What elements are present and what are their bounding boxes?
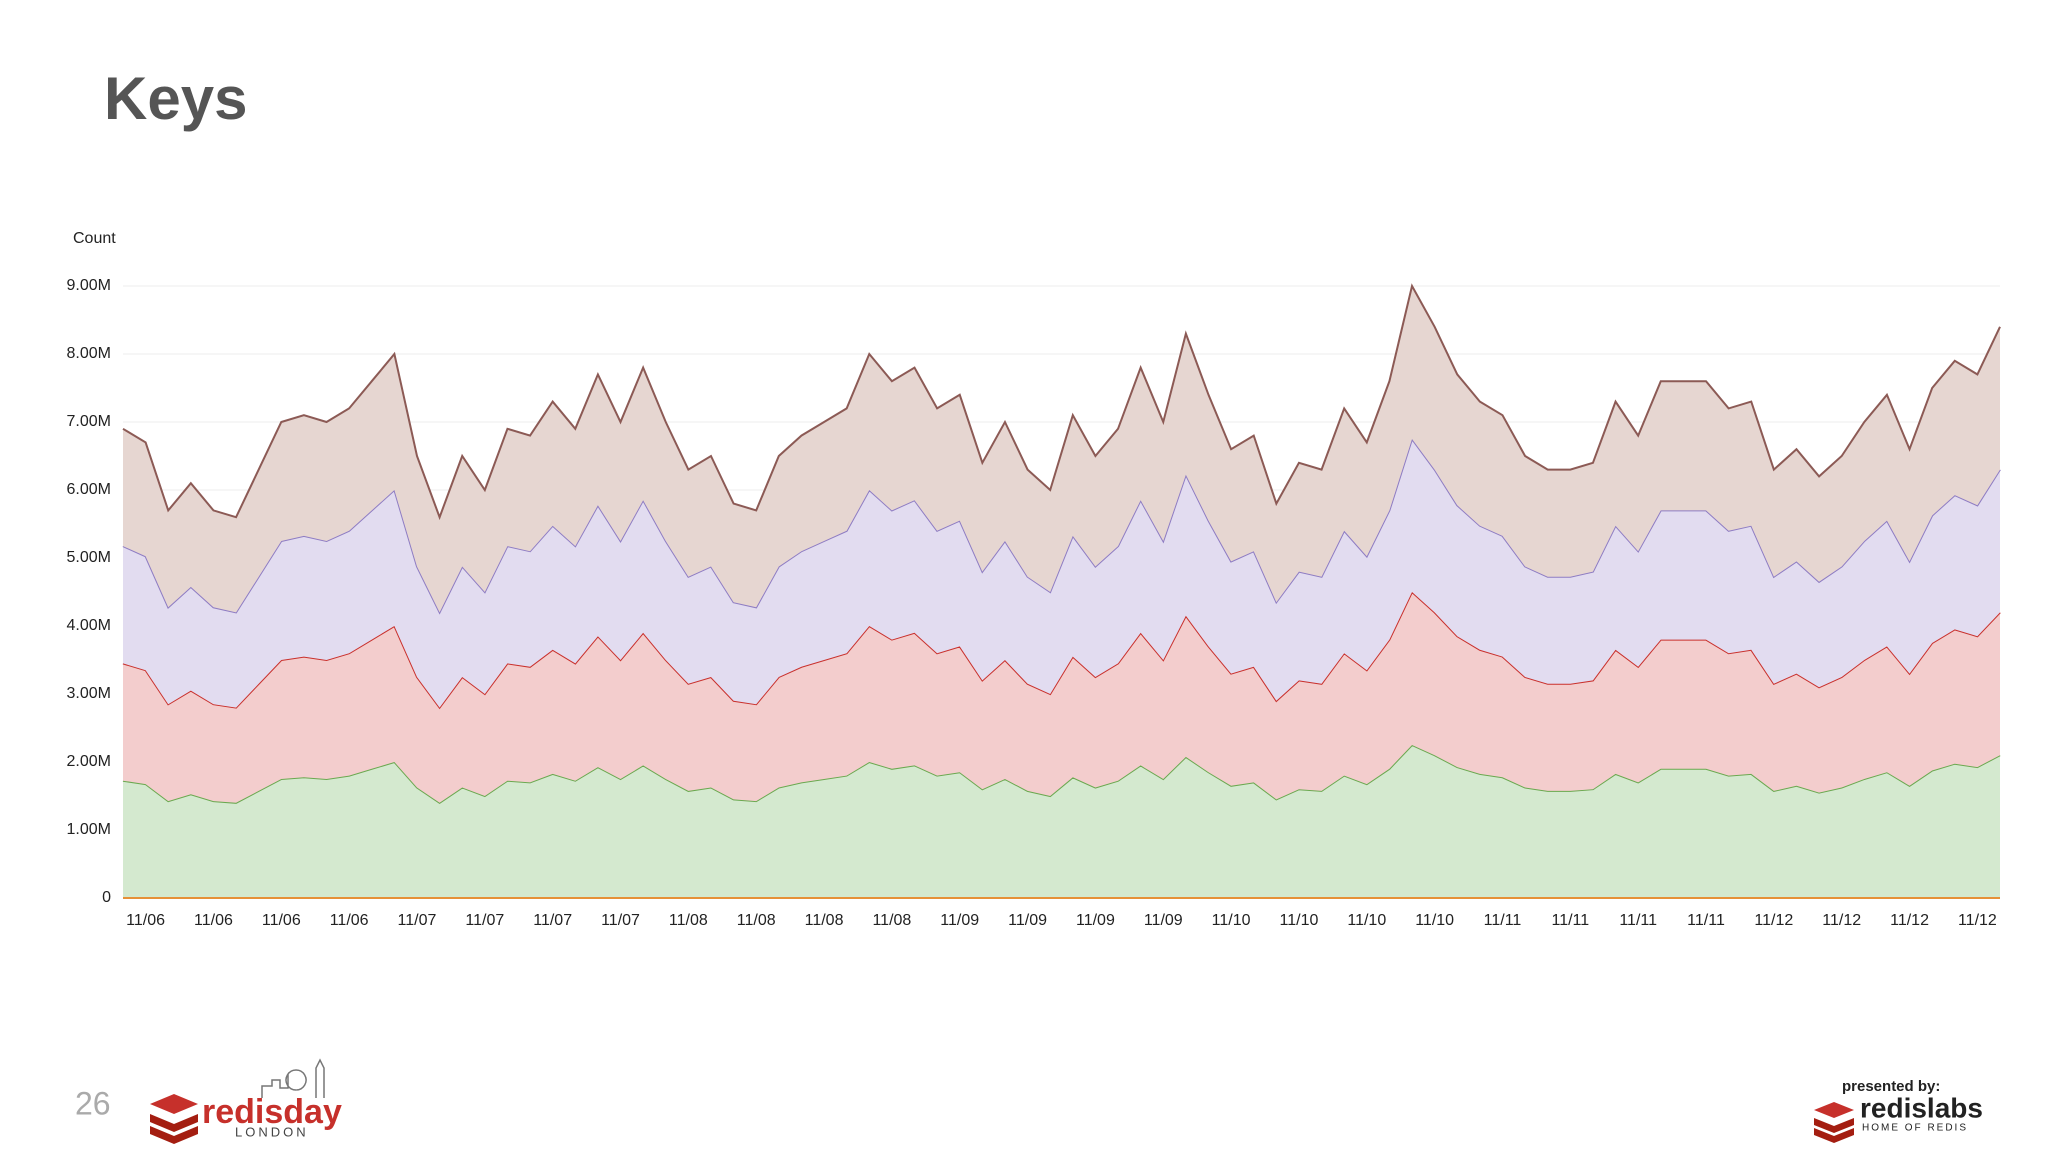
area	[123, 286, 2000, 613]
logo-layer	[150, 1126, 198, 1144]
x-tick-label: 11/07	[398, 912, 437, 929]
presenter-name: redislabs	[1860, 1092, 1983, 1123]
x-tick-label: 11/11	[1484, 912, 1522, 929]
page-number: 26	[75, 1085, 111, 1121]
x-tick-label: 11/10	[1280, 912, 1319, 929]
x-tick-label: 11/08	[737, 912, 776, 929]
event-city: LONDON	[235, 1124, 309, 1139]
y-tick-label: 9.00M	[67, 277, 111, 294]
x-tick-label: 11/11	[1551, 912, 1589, 929]
x-tick-label: 11/09	[1008, 912, 1047, 929]
event-logo: redisday LONDON	[150, 1058, 342, 1144]
x-tick-label: 11/12	[1822, 912, 1861, 929]
area	[123, 745, 2000, 898]
presenter-logo: presented by: redislabs HOME OF REDIS	[1814, 1078, 1983, 1143]
x-tick-label: 11/06	[126, 912, 165, 929]
x-tick-label: 11/08	[669, 912, 708, 929]
x-tick-label: 11/12	[1754, 912, 1793, 929]
x-tick-label: 11/12	[1890, 912, 1929, 929]
logo-layer	[1814, 1102, 1854, 1118]
chart: 0 1.00M 2.00M 3.00M 4.00M 5.00M 6.00M 7.00M 8.00…	[67, 277, 2001, 929]
y-tick-label: 4.00M	[67, 617, 111, 634]
y-tick-label: 0	[102, 889, 111, 906]
x-tick-label: 11/09	[940, 912, 979, 929]
logo-layer	[150, 1094, 198, 1114]
event-name: redisday	[202, 1093, 342, 1131]
y-tick-label: 5.00M	[67, 549, 111, 566]
x-tick-label: 11/07	[465, 912, 504, 929]
x-tick-label: 11/11	[1619, 912, 1657, 929]
x-tick-label: 11/06	[262, 912, 301, 929]
x-tick-label: 11/10	[1415, 912, 1454, 929]
y-tick-label: 8.00M	[67, 345, 111, 362]
area	[123, 439, 2000, 708]
logo-layer	[150, 1114, 198, 1132]
x-tick-label: 11/09	[1076, 912, 1115, 929]
x-tick-label: 11/08	[805, 912, 844, 929]
x-tick-label: 11/07	[533, 912, 572, 929]
x-tick-label: 11/07	[601, 912, 640, 929]
x-tick-label: 11/09	[1144, 912, 1183, 929]
x-tick-label: 11/10	[1212, 912, 1251, 929]
x-tick-label: 11/06	[330, 912, 369, 929]
y-tick-label: 3.00M	[67, 685, 111, 702]
area	[123, 592, 2000, 803]
series-line	[122, 283, 2001, 521]
y-tick-label: 7.00M	[67, 413, 111, 430]
presenter-tagline: HOME OF REDIS	[1862, 1123, 1968, 1134]
logo-layer	[1814, 1118, 1854, 1133]
y-tick-label: 6.00M	[67, 481, 111, 498]
x-tick-label: 11/08	[872, 912, 911, 929]
slide-title: Keys	[104, 65, 247, 132]
x-tick-label: 11/10	[1347, 912, 1386, 929]
x-tick-label: 11/12	[1958, 912, 1997, 929]
presenter-note: presented by:	[1842, 1078, 1940, 1095]
y-tick-label: 2.00M	[67, 753, 111, 770]
y-axis-label: Count	[73, 230, 116, 247]
skyline	[261, 1058, 325, 1098]
x-tick-label: 11/11	[1687, 912, 1725, 929]
y-tick-label: 1.00M	[67, 821, 111, 838]
x-tick-label: 11/06	[194, 912, 233, 929]
logo-layer	[1814, 1128, 1854, 1143]
